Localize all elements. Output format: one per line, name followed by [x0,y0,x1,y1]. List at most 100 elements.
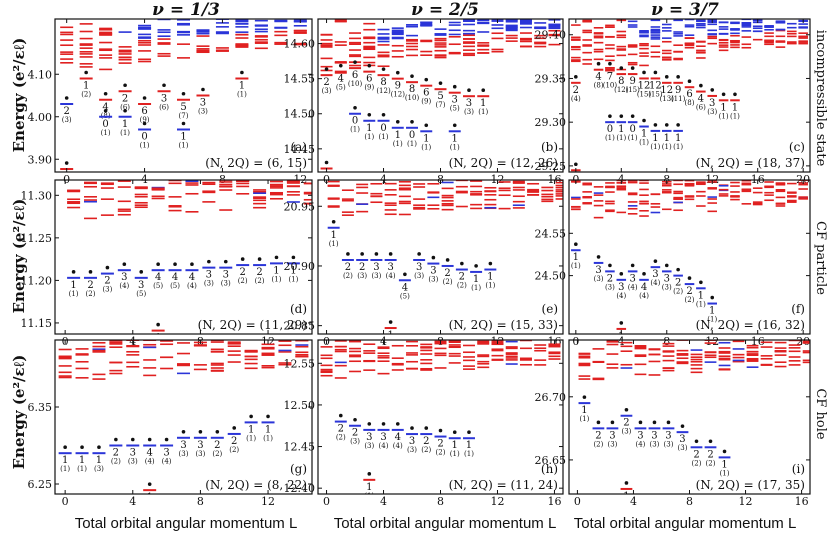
upper-band-level-count: 1 [732,102,738,113]
upper-band-level-count: 3 [452,95,458,106]
lowest-band-level-dot [367,112,372,117]
lowest-band-level-dot [619,114,624,118]
y-tick-label: 12.45 [284,441,316,454]
upper-band-level-count: 8 [618,76,624,87]
upper-band-level-degeneracy: (9) [364,84,374,92]
lowest-band-level-dot [676,123,680,127]
lowest-band-level-dot [181,429,186,434]
upper-band-level-count: 1 [83,81,89,92]
lowest-band-level-count: 1 [96,455,102,466]
axes-frame-f [568,179,811,335]
y-tick-label: 24.55 [535,227,567,240]
lowest-band-level-count: 3 [373,262,379,273]
lowest-band-level-degeneracy: (3) [678,444,688,452]
ground-state-level-count: 1 [623,491,629,502]
upper-band-level-count: 12 [638,80,651,91]
lowest-band-level-dot [710,295,715,300]
plot-area-h: 2(2) 2(3) 3(3)3(4)4(4) 3(3)2(2)2(2)1(1)1(1)… [320,340,561,500]
lowest-band-level-count: 1 [698,290,704,301]
lowest-band-level-degeneracy: (3) [605,283,615,291]
y-tick-label: 4.00 [28,111,53,124]
panel-params-h: (N, 2Q) = (11, 24) [449,478,558,492]
lowest-band-level-degeneracy: (2) [443,278,453,286]
ground-state-level-count: 1 [155,333,161,344]
y-tick-label: 11.30 [21,189,53,202]
upper-band-level-count: 1 [239,81,245,92]
lowest-band-level-degeneracy: (2) [692,459,702,467]
lowest-band-level-degeneracy: (1) [140,142,150,150]
lowest-band-level-degeneracy: (4) [187,282,197,290]
x-tick-label: 4 [380,495,387,508]
lowest-band-level-degeneracy: (2) [255,277,265,285]
lowest-band-level-degeneracy: (3) [594,275,604,283]
lowest-band-level-dot [331,219,336,224]
ground-state-level-dot [624,481,629,485]
lowest-band-level-dot [181,121,186,126]
lowest-band-level-degeneracy: (3) [195,450,205,458]
lowest-band-level-count: 1 [641,129,647,140]
upper-band-level-count: 2 [573,85,579,96]
lowest-band-level-dot [460,261,464,266]
panel-label-e: (e) [542,302,558,316]
upper-band-level-dot [201,87,205,92]
upper-band-level-count: 4 [102,102,108,113]
lowest-band-level-count: 1 [79,455,85,466]
upper-band-level-degeneracy: (15) [637,90,652,98]
lowest-band-level-degeneracy: (3) [102,286,112,294]
upper-band-level-dot [687,79,692,83]
y-tick-label: 29.30 [535,116,567,129]
lowest-band-level-dot [353,417,357,422]
upper-band-level-degeneracy: (5) [450,105,460,113]
lowest-band-level-count: 4 [146,447,152,458]
lowest-band-level-count: 3 [409,436,415,447]
lowest-band-level-count: 2 [359,262,365,273]
lowest-band-level-dot [608,114,612,118]
lowest-band-level-count: 1 [452,440,458,451]
lowest-band-level-dot [139,270,144,274]
upper-band-level-degeneracy: (1) [719,112,729,120]
lowest-band-level-dot [488,261,493,266]
ground-state-level-count: 1 [146,492,152,503]
upper-band-level-dot [367,63,372,68]
panel-f: 1(1) 3(3) 2(3) 3(4)3(4) 4(4)3(4) 3(3) 2(2) 2(2)… [535,179,811,348]
ground-state-level-dot [388,320,393,324]
lowest-band-level-degeneracy: (1) [639,139,649,147]
lowest-band-level-count: 1 [721,459,727,470]
upper-band-level-count: 5 [180,102,186,113]
lowest-band-level-count: 1 [573,252,579,263]
lowest-band-level-count: 1 [423,133,429,144]
upper-band-level-count: 2 [122,93,128,104]
lowest-band-level-degeneracy: (1) [69,290,79,298]
x-axis-label-col-2: Total orbital angular momentum L [334,515,557,532]
lowest-band-level-count: 2 [214,440,220,451]
lowest-band-level-count: 2 [623,418,629,429]
lowest-band-level-dot [424,426,429,430]
upper-band-level-degeneracy: (15) [625,86,640,94]
upper-band-level-degeneracy: (3) [198,108,208,116]
lowest-band-level-count: 2 [595,430,601,441]
upper-band-level-count: 9 [675,85,681,96]
lowest-band-level-count: 1 [652,133,658,144]
lowest-band-level-dot [431,255,436,260]
y-tick-label: 29.40 [535,29,567,42]
x-tick-label: 0 [323,495,330,508]
lowest-band-level-count: 2 [693,449,699,460]
lowest-band-level-degeneracy: (4) [145,457,155,465]
lowest-band-level-degeneracy: (3) [350,438,360,446]
lowest-band-level-degeneracy: (5) [153,282,163,290]
lowest-band-level-degeneracy: (1) [350,126,360,134]
lowest-band-level-dot [642,272,646,276]
upper-band-level-degeneracy: (8) [594,82,604,90]
lowest-band-level-dot [653,259,658,263]
ground-state-level-dot [147,482,152,486]
ground-state-level-dot [156,322,160,327]
lowest-band-level-degeneracy: (2) [457,282,467,290]
lowest-band-level-degeneracy: (1) [246,434,256,442]
upper-band-level-dot [467,88,471,93]
ground-state-level-degeneracy: (1) [364,492,374,500]
upper-band-level-count: 4 [698,94,704,105]
upper-band-level-dot [630,66,635,70]
lowest-band-level-count: 2 [87,280,93,291]
lowest-band-level-degeneracy: (1) [485,282,495,290]
row-label-cf-hole: CF hole [813,388,828,439]
